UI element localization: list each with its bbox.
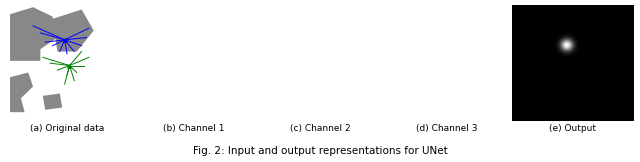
Text: (d) Channel 3: (d) Channel 3: [416, 124, 477, 133]
Polygon shape: [181, 68, 205, 91]
Polygon shape: [52, 10, 94, 52]
Text: Fig. 2: Input and output representations for UNet: Fig. 2: Input and output representations…: [193, 145, 447, 156]
Polygon shape: [143, 70, 169, 112]
Polygon shape: [10, 73, 33, 112]
Polygon shape: [139, 10, 181, 61]
Polygon shape: [10, 7, 58, 61]
Polygon shape: [139, 10, 191, 38]
Polygon shape: [43, 93, 62, 110]
Text: (b) Channel 1: (b) Channel 1: [163, 124, 224, 133]
Text: (e) Output: (e) Output: [549, 124, 596, 133]
Text: (c) Channel 2: (c) Channel 2: [290, 124, 350, 133]
Text: (a) Original data: (a) Original data: [30, 124, 104, 133]
Polygon shape: [196, 10, 220, 49]
